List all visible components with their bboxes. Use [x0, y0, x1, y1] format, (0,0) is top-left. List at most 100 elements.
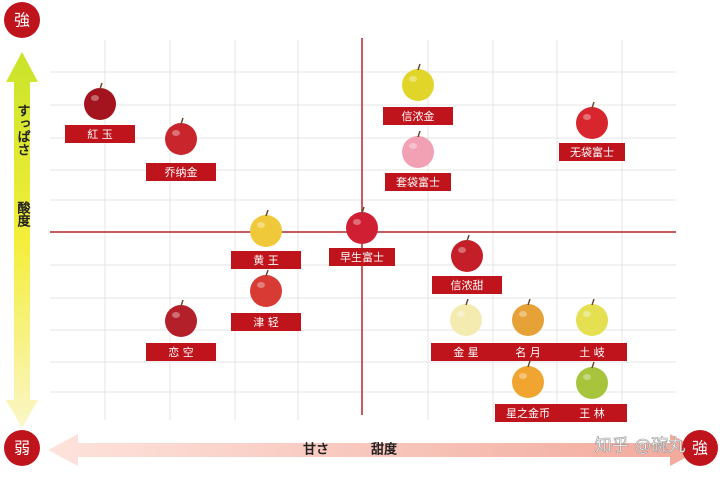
apple-stem — [591, 361, 595, 369]
label-box — [493, 343, 563, 361]
apple-stem — [591, 298, 595, 306]
corner-text: 強 — [14, 11, 30, 30]
apple-stem — [361, 206, 365, 214]
apple-shine — [457, 311, 465, 317]
label-box — [383, 107, 453, 125]
corner-badge — [4, 430, 40, 466]
apple-label: 王 林 — [579, 406, 605, 420]
apple-label: 早生富士 — [340, 250, 384, 264]
apple — [450, 304, 482, 336]
x-axis-label: 甘さ — [303, 442, 329, 458]
apple — [250, 215, 282, 247]
apple-label: 乔纳金 — [165, 165, 198, 179]
apple-node: 津 轻 — [231, 269, 301, 331]
apple — [576, 304, 608, 336]
apple-shine — [583, 114, 591, 120]
apple-stem — [265, 269, 269, 277]
label-box — [432, 276, 502, 294]
apple — [165, 305, 197, 337]
apple — [576, 367, 608, 399]
apple-shine — [519, 373, 527, 379]
apple-node: 无袋富士 — [559, 101, 625, 161]
apple — [84, 88, 116, 120]
sweetness-arrow — [48, 434, 700, 466]
apple-label: 紅 玉 — [87, 128, 113, 141]
apple-node: 紅 玉 — [65, 82, 135, 143]
apple — [576, 107, 608, 139]
apple-label: 套袋富士 — [396, 175, 440, 189]
apple-label: 土 岐 — [579, 346, 605, 359]
apple-shine — [409, 76, 417, 82]
apple — [402, 69, 434, 101]
apple-node: 黄 王 — [231, 209, 301, 269]
apple-stem — [265, 209, 269, 217]
apple-node: 恋 空 — [146, 299, 216, 361]
x-axis-label-cn: 甜度 — [371, 442, 398, 458]
apple-node: 金 星 — [431, 298, 501, 361]
label-box — [146, 343, 216, 361]
apple-stem — [417, 130, 421, 138]
apple-shine — [353, 219, 361, 225]
apple-shine — [172, 312, 180, 318]
apple-label: 信浓金 — [402, 109, 435, 123]
apple-label: 无袋富士 — [570, 145, 614, 159]
apple-node: 信浓金 — [383, 63, 453, 125]
corner-badge — [4, 2, 40, 38]
label-box — [557, 404, 627, 422]
apple — [451, 240, 483, 272]
apple-stem — [465, 298, 469, 306]
apple-shine — [91, 95, 99, 101]
apple — [346, 212, 378, 244]
apple-label: 金 星 — [453, 345, 479, 359]
label-box — [65, 125, 135, 143]
apple-node: 名 月 — [493, 298, 563, 361]
apple-shine — [172, 130, 180, 136]
apple-stem — [527, 298, 531, 306]
corner-badge — [682, 430, 718, 466]
apple-shine — [583, 311, 591, 317]
y-axis-label: すっぱさ — [15, 104, 31, 156]
corner-text: 弱 — [14, 439, 30, 458]
label-box — [559, 143, 625, 161]
apple-shine — [519, 311, 527, 317]
apple-shine — [583, 374, 591, 380]
label-box — [231, 313, 301, 331]
apple-node: 土 岐 — [557, 298, 627, 361]
apple-stem — [180, 117, 184, 125]
apple-stem — [527, 360, 531, 368]
label-box — [329, 248, 395, 266]
apple-shine — [257, 282, 265, 288]
acidity-arrow — [6, 52, 38, 428]
apple-label: 黄 王 — [253, 253, 279, 267]
apple-label: 恋 空 — [168, 345, 194, 359]
watermark: 知乎 @碗丸 — [595, 436, 685, 456]
apple — [402, 136, 434, 168]
y-axis-label-cn: 酸度 — [15, 200, 31, 228]
apple — [165, 123, 197, 155]
label-box — [557, 343, 627, 361]
apple-node: 早生富士 — [329, 206, 395, 266]
apple-stem — [99, 82, 103, 90]
apple-node: 星之金币 — [495, 360, 561, 422]
label-box — [231, 251, 301, 269]
apple-label: 名 月 — [515, 345, 541, 359]
apple-node: 套袋富士 — [385, 130, 451, 191]
apple — [512, 304, 544, 336]
apple-node: 王 林 — [557, 361, 627, 422]
label-box — [495, 404, 561, 422]
apple-shine — [458, 247, 466, 253]
corner-text: 強 — [692, 439, 708, 458]
apple-label: 星之金币 — [506, 406, 550, 420]
apple-stem — [466, 234, 470, 242]
apple — [250, 275, 282, 307]
apple-shine — [409, 143, 417, 149]
apple-stem — [180, 299, 184, 307]
apple — [512, 366, 544, 398]
apple-shine — [257, 222, 265, 228]
apple-label: 信浓甜 — [451, 279, 484, 292]
label-box — [146, 163, 216, 181]
apple-label: 津 轻 — [253, 315, 279, 329]
label-box — [431, 343, 501, 361]
